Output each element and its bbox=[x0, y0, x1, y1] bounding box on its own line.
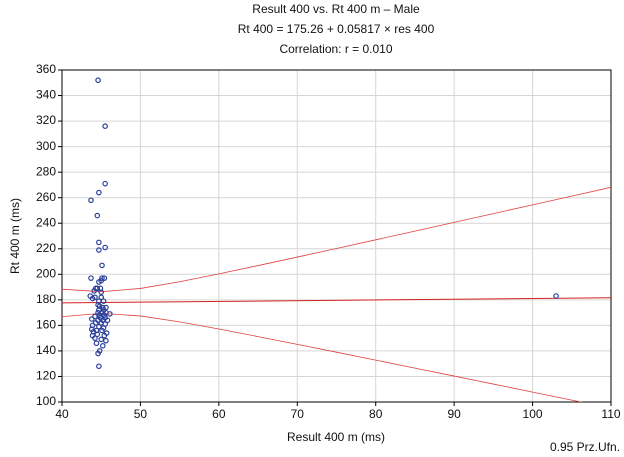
point bbox=[89, 316, 95, 322]
x-tick-label: 110 bbox=[601, 407, 620, 421]
point bbox=[88, 197, 94, 204]
y-tick-label: 120 bbox=[36, 369, 56, 383]
y-tick-label: 340 bbox=[36, 88, 56, 102]
plot-frame bbox=[61, 69, 612, 403]
point bbox=[101, 312, 108, 318]
point bbox=[103, 337, 109, 344]
point bbox=[96, 247, 102, 253]
point bbox=[92, 335, 98, 341]
point bbox=[99, 343, 106, 349]
point bbox=[98, 294, 105, 301]
point bbox=[99, 275, 105, 281]
point bbox=[104, 317, 111, 324]
point bbox=[553, 293, 559, 299]
point bbox=[95, 350, 101, 357]
point bbox=[91, 288, 97, 294]
y-tick-label: 160 bbox=[36, 318, 56, 332]
footnote: 0.95 Prz.Ufn. bbox=[550, 440, 620, 454]
point bbox=[95, 77, 101, 84]
y-tick-label: 300 bbox=[36, 139, 56, 153]
point bbox=[99, 327, 105, 334]
point bbox=[102, 123, 108, 129]
point bbox=[94, 331, 101, 338]
chart-subtitle: Rt 400 = 175.26 + 0.05817 × res 400 bbox=[238, 22, 435, 36]
point bbox=[88, 275, 94, 281]
confidence-band-lower bbox=[62, 313, 583, 402]
x-tick-label: 80 bbox=[369, 407, 383, 421]
y-tick-label: 100 bbox=[36, 394, 56, 408]
point bbox=[96, 239, 102, 246]
point bbox=[94, 212, 101, 219]
point bbox=[101, 332, 108, 339]
point bbox=[100, 298, 107, 304]
x-tick-label: 50 bbox=[134, 407, 148, 421]
plot-area bbox=[62, 77, 611, 402]
regression-line bbox=[62, 297, 611, 304]
y-tick-label: 220 bbox=[36, 241, 56, 255]
annotation: Correlation: r = 0.010 bbox=[279, 42, 392, 56]
y-tick-label: 200 bbox=[36, 266, 56, 280]
y-axis-label: Rt 400 m (ms) bbox=[8, 198, 22, 274]
point bbox=[98, 336, 105, 343]
confidence-band-upper bbox=[62, 186, 611, 293]
point bbox=[98, 289, 105, 295]
point bbox=[102, 180, 108, 187]
point bbox=[96, 189, 102, 196]
x-tick-label: 70 bbox=[291, 407, 305, 421]
point bbox=[96, 323, 102, 330]
point bbox=[107, 311, 113, 317]
y-tick-label: 360 bbox=[36, 62, 56, 76]
x-axis-label: Result 400 m (ms) bbox=[287, 430, 385, 444]
point bbox=[96, 363, 102, 370]
point bbox=[93, 340, 100, 347]
x-tick-label: 100 bbox=[523, 407, 543, 421]
point bbox=[99, 304, 106, 311]
x-tick-label: 60 bbox=[212, 407, 226, 421]
x-tick-label: 90 bbox=[447, 407, 461, 421]
y-tick-label: 240 bbox=[36, 215, 56, 229]
y-tick-label: 280 bbox=[36, 164, 56, 178]
y-tick-label: 140 bbox=[36, 343, 56, 357]
point bbox=[102, 244, 108, 251]
chart-title: Result 400 vs. Rt 400 m – Male bbox=[252, 2, 420, 16]
point bbox=[96, 279, 102, 285]
y-tick-label: 320 bbox=[36, 113, 56, 127]
x-tick-label: 40 bbox=[55, 407, 69, 421]
y-tick-label: 180 bbox=[36, 292, 56, 306]
point bbox=[99, 262, 105, 269]
point bbox=[89, 295, 96, 302]
y-tick-label: 260 bbox=[36, 190, 56, 204]
